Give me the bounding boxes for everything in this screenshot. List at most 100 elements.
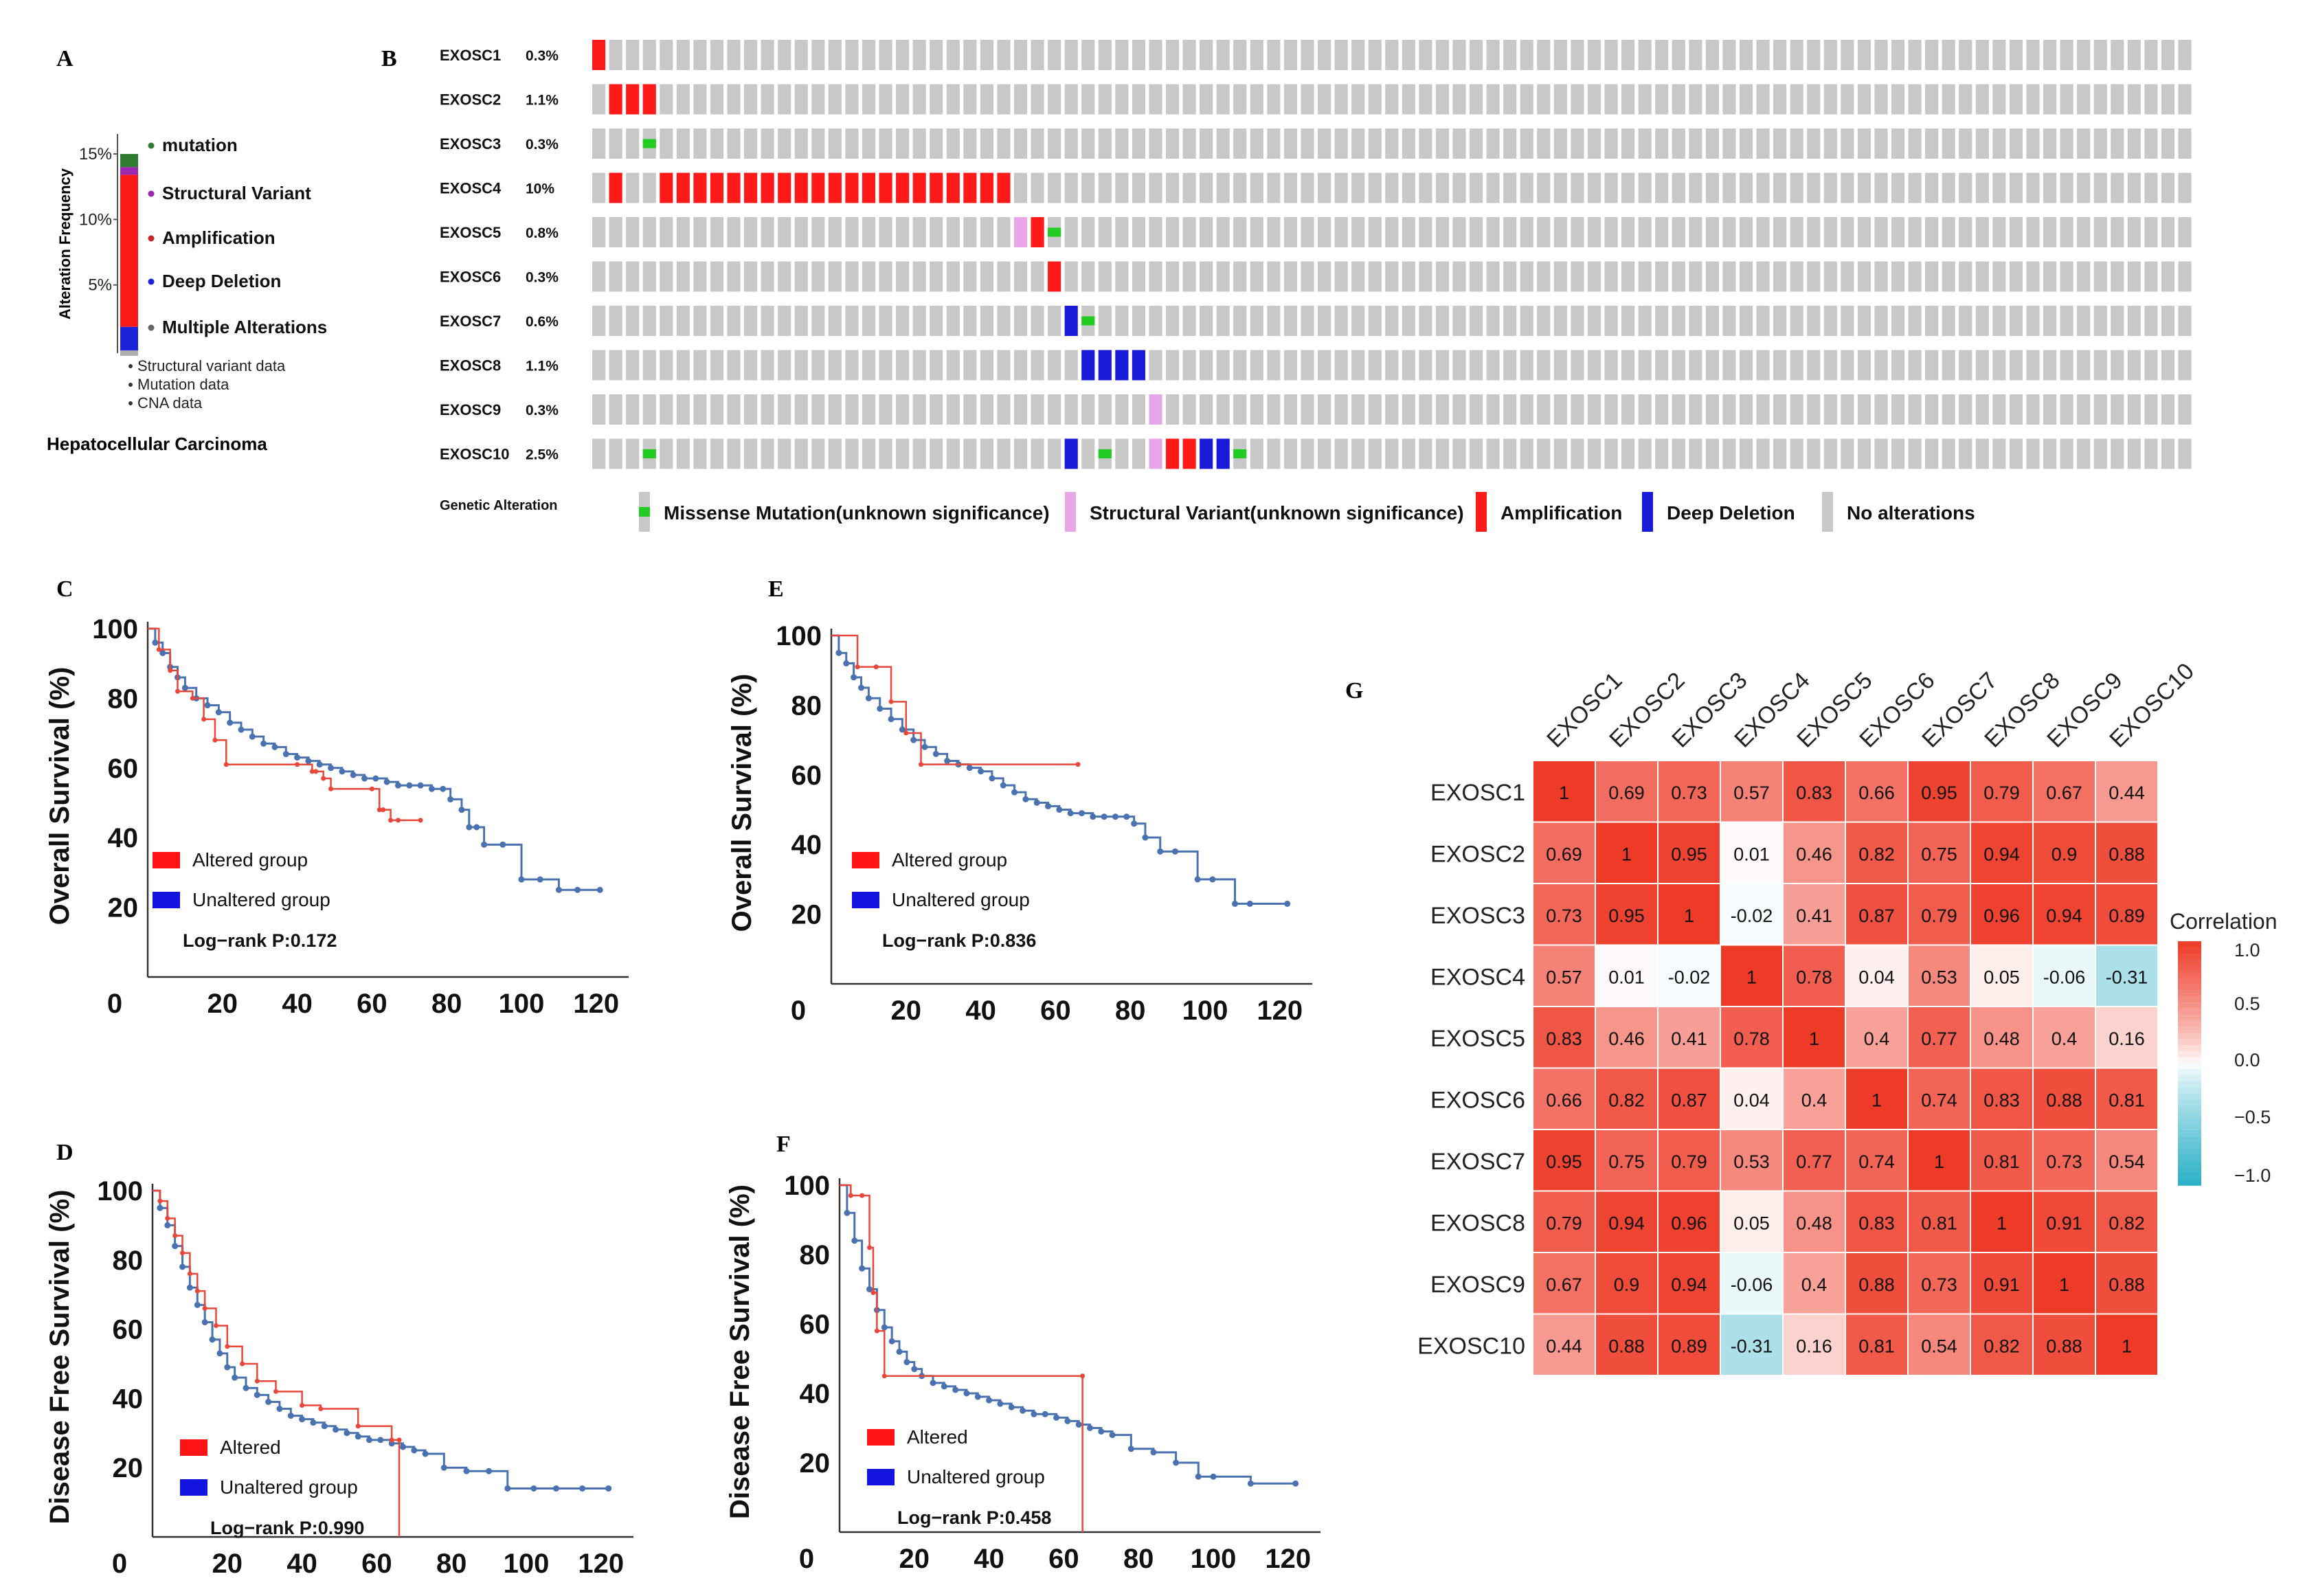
b-cell [1689, 394, 1702, 425]
km-ytick-label: 40 [800, 1379, 831, 1409]
km-censor-mark-0 [300, 1402, 305, 1408]
b-cell [2178, 84, 2192, 115]
g-row-label: EXOSC6 [1430, 1087, 1525, 1113]
b-legend-swatch-inner-0 [639, 507, 650, 517]
b-cell [1402, 40, 1415, 70]
b-cell [1823, 306, 1837, 336]
km-censor-mark-1 [333, 1426, 339, 1433]
b-cell [2093, 394, 2107, 425]
b-cell [2009, 217, 2023, 247]
b-cell [660, 84, 673, 115]
b-cell [2144, 306, 2158, 336]
b-legend-swatch-4 [1822, 492, 1833, 532]
b-cell [778, 40, 791, 70]
b-cell [710, 350, 724, 381]
b-cell [1368, 172, 1382, 203]
b-cell [828, 128, 842, 159]
b-gene-pct: 0.3% [526, 403, 559, 418]
g-cell-value: 0.66 [1858, 783, 1895, 803]
b-cell [1587, 84, 1601, 115]
b-cell [1908, 217, 1922, 247]
b-cell [1317, 172, 1331, 203]
b-cell [1452, 306, 1466, 336]
b-cell [1773, 438, 1787, 469]
b-cell [1942, 261, 1955, 292]
b-cell [1992, 217, 2006, 247]
km-censor-mark-1 [997, 1400, 1004, 1407]
b-cell [1773, 306, 1787, 336]
g-cell-value: 0.88 [1858, 1274, 1895, 1295]
b-cell [1250, 40, 1263, 70]
km-legend-label-unaltered: Unaltered group [892, 889, 1030, 910]
b-cell [912, 128, 926, 159]
km-xtick-label: 0 [791, 996, 806, 1026]
b-cell [930, 217, 943, 247]
km-censor-mark-0 [212, 737, 218, 743]
b-cell [946, 40, 960, 70]
g-cell-value: 0.91 [1983, 1274, 2020, 1295]
b-cell [710, 394, 724, 425]
b-cell [946, 306, 960, 336]
b-cell [1756, 350, 1770, 381]
b-cell [1790, 350, 1803, 381]
g-row-label: EXOSC9 [1430, 1272, 1525, 1298]
km-censor-mark-1 [1086, 1425, 1093, 1431]
km-censor-mark-1 [181, 684, 188, 691]
g-heatmap-cell [1971, 1007, 2032, 1068]
b-cell [862, 217, 876, 247]
b-cell [1722, 84, 1736, 115]
km-censor-mark-1 [504, 1485, 511, 1492]
b-cell [2026, 306, 2040, 336]
g-cell-value: 0.73 [1671, 783, 1707, 803]
g-heatmap-cell [1596, 945, 1657, 1006]
g-cell-value: 0.89 [2109, 906, 2145, 926]
b-legend-label-4: No alterations [1847, 502, 1975, 524]
b-cell [828, 438, 842, 469]
b-cell [693, 84, 707, 115]
b-cell [1874, 394, 1888, 425]
b-cell [1537, 306, 1551, 336]
b-cell [1891, 217, 1905, 247]
b-cell [1689, 128, 1702, 159]
b-cell [1115, 172, 1129, 203]
b-cell [1165, 261, 1180, 292]
panel-label-g: G [1345, 678, 1363, 704]
b-cell [794, 84, 808, 115]
g-cell-value: 0.96 [1983, 906, 2020, 926]
b-cell [1841, 438, 1854, 469]
km-censor-mark-1 [1194, 876, 1201, 883]
b-cell-amp [660, 172, 673, 203]
g-heatmap-cell [1659, 1130, 1720, 1191]
b-cell [1975, 84, 1989, 115]
b-cell [1250, 172, 1263, 203]
b-cell [778, 84, 791, 115]
g-cell-value: 0.74 [1921, 1090, 1957, 1110]
panel-label-f: F [776, 1132, 791, 1157]
b-cell [1435, 438, 1450, 469]
b-cell [1908, 261, 1922, 292]
b-cell [693, 350, 707, 381]
b-cell [1807, 128, 1821, 159]
b-cell-amp [761, 172, 774, 203]
b-cell [1368, 84, 1382, 115]
km-censor-mark-1 [963, 1390, 970, 1397]
km-censor-mark-1 [344, 1430, 350, 1437]
b-cell [1722, 306, 1736, 336]
b-cell [2144, 394, 2158, 425]
b-legend-label-2: Amplification [1500, 502, 1622, 524]
km-pvalue: Log−rank P:0.836 [882, 930, 1036, 951]
b-cell [1165, 128, 1180, 159]
km-censor-mark-1 [466, 824, 473, 831]
km-censor-mark-0 [225, 1344, 230, 1349]
b-cell [1385, 217, 1399, 247]
b-cell [642, 40, 656, 70]
b-cell [1959, 350, 1972, 381]
b-cell [2144, 40, 2158, 70]
b-cell [592, 394, 606, 425]
g-heatmap-cell [2034, 761, 2095, 822]
b-cell [1705, 350, 1719, 381]
b-cell [930, 40, 943, 70]
g-cell-value: 0.66 [1546, 1090, 1582, 1110]
b-cell [2127, 128, 2141, 159]
